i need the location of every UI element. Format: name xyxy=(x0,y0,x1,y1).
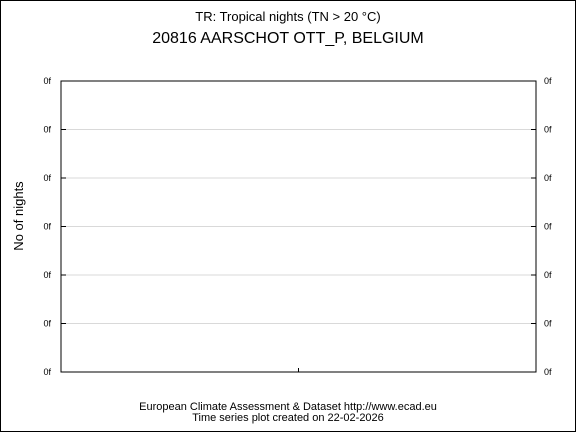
y-tick-label: 0f xyxy=(43,76,51,86)
y-tick-label: 0f xyxy=(43,173,51,183)
y-tick-label-right: 0f xyxy=(544,125,552,135)
y-tick-label: 0f xyxy=(43,319,51,329)
y-tick-label-right: 0f xyxy=(544,270,552,280)
y-tick-label: 0f xyxy=(43,367,51,377)
y-tick-label-right: 0f xyxy=(544,367,552,377)
y-tick-label: 0f xyxy=(43,222,51,232)
y-tick-label-right: 0f xyxy=(544,76,552,86)
chart-subtitle: TR: Tropical nights (TN > 20 °C) xyxy=(195,9,380,24)
y-tick-label-right: 0f xyxy=(544,173,552,183)
footer-line-1: European Climate Assessment & Dataset ht… xyxy=(139,401,437,413)
footer-line-2: Time series plot created on 22-02-2026 xyxy=(192,412,384,424)
y-tick-label: 0f xyxy=(43,270,51,280)
y-tick-labels-right: 0f 0f 0f 0f 0f 0f 0f xyxy=(544,76,552,377)
y-tick-label-right: 0f xyxy=(544,319,552,329)
y-tick-label-right: 0f xyxy=(544,222,552,232)
y-tick-label: 0f xyxy=(43,125,51,135)
chart-title: 20816 AARSCHOT OTT_P, BELGIUM xyxy=(152,30,424,47)
grid-lines xyxy=(61,129,536,324)
y-tick-labels-left: 0f 0f 0f 0f 0f 0f 0f xyxy=(43,76,51,377)
axis-ticks xyxy=(61,80,536,373)
y-axis-label: No of nights xyxy=(11,181,26,251)
